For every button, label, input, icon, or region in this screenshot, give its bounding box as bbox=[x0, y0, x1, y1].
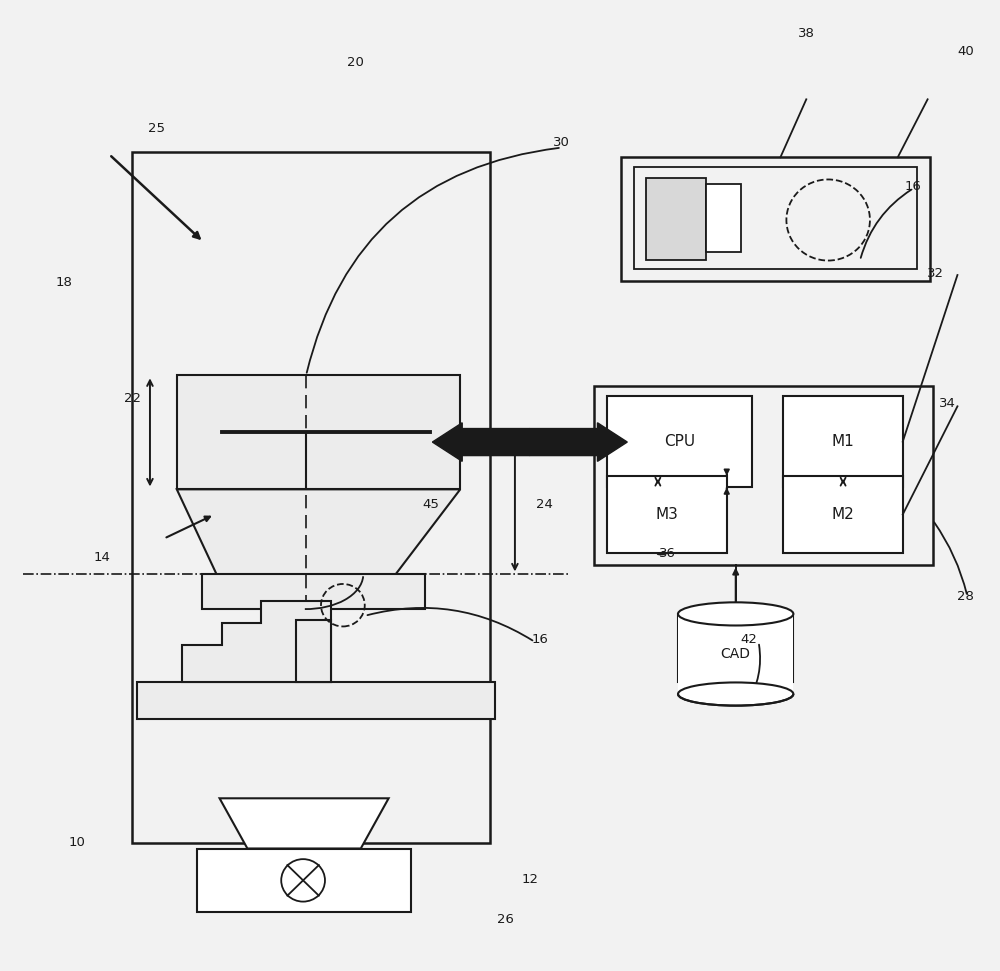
Bar bbox=[646, 178, 706, 259]
Text: 45: 45 bbox=[422, 498, 439, 512]
Text: 12: 12 bbox=[521, 873, 538, 886]
Bar bbox=[296, 619, 331, 683]
Bar bbox=[177, 376, 460, 489]
FancyArrow shape bbox=[530, 422, 627, 461]
Text: 40: 40 bbox=[957, 45, 974, 57]
Bar bbox=[706, 184, 741, 251]
Text: 24: 24 bbox=[536, 498, 553, 512]
Text: 25: 25 bbox=[148, 121, 165, 135]
Text: 16: 16 bbox=[904, 180, 921, 192]
Polygon shape bbox=[220, 798, 389, 849]
Polygon shape bbox=[177, 489, 460, 574]
Text: 36: 36 bbox=[659, 547, 676, 559]
Bar bbox=[197, 849, 411, 912]
Text: M1: M1 bbox=[832, 434, 854, 449]
Text: M3: M3 bbox=[656, 507, 679, 522]
Text: 34: 34 bbox=[939, 397, 956, 410]
Polygon shape bbox=[182, 601, 331, 683]
Bar bbox=[783, 476, 903, 553]
Text: M2: M2 bbox=[832, 507, 854, 522]
Text: 18: 18 bbox=[56, 277, 73, 289]
Text: 16: 16 bbox=[531, 633, 548, 647]
FancyArrowPatch shape bbox=[367, 608, 532, 641]
Text: 22: 22 bbox=[124, 392, 141, 405]
Text: 42: 42 bbox=[740, 633, 757, 647]
Bar bbox=[634, 167, 917, 269]
Bar bbox=[132, 152, 490, 843]
FancyArrowPatch shape bbox=[934, 522, 967, 594]
FancyArrowPatch shape bbox=[307, 148, 559, 373]
Bar bbox=[202, 574, 425, 609]
Text: 32: 32 bbox=[927, 267, 944, 280]
Ellipse shape bbox=[678, 683, 793, 706]
Ellipse shape bbox=[678, 602, 793, 625]
Text: CPU: CPU bbox=[664, 434, 695, 449]
Bar bbox=[137, 683, 495, 720]
Bar bbox=[607, 476, 727, 553]
FancyArrowPatch shape bbox=[747, 645, 760, 703]
Text: 26: 26 bbox=[497, 914, 513, 926]
Bar bbox=[783, 396, 903, 487]
Text: 14: 14 bbox=[94, 552, 111, 564]
Text: 10: 10 bbox=[69, 836, 86, 850]
Text: 30: 30 bbox=[553, 136, 570, 150]
Bar bbox=[607, 396, 752, 487]
Bar bbox=[594, 386, 933, 565]
FancyArrow shape bbox=[432, 422, 530, 461]
Text: 28: 28 bbox=[957, 590, 974, 603]
Text: CAD: CAD bbox=[721, 647, 751, 661]
Bar bbox=[678, 614, 793, 694]
Text: 20: 20 bbox=[347, 56, 364, 69]
FancyArrowPatch shape bbox=[861, 189, 911, 258]
Bar bbox=[621, 157, 930, 281]
Text: 38: 38 bbox=[798, 27, 815, 40]
